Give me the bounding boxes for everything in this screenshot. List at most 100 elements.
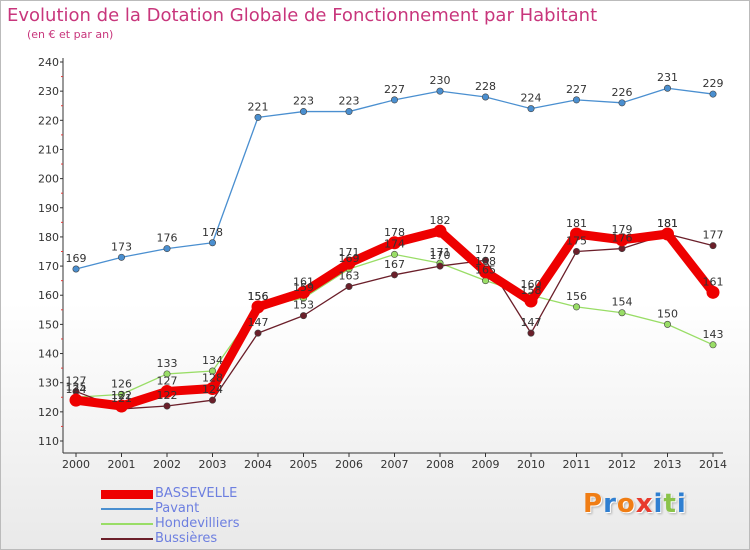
data-point-hondevilliers xyxy=(572,303,580,311)
x-tick-label: 2006 xyxy=(335,458,363,471)
data-label-bussieres: 124 xyxy=(202,383,223,396)
data-point-bussieres xyxy=(299,312,307,320)
y-tick-label: 240 xyxy=(38,56,59,69)
data-label-bassevelle: 124 xyxy=(66,383,87,396)
y-tick-label: 120 xyxy=(38,406,59,419)
y-tick-label: 140 xyxy=(38,348,59,361)
data-point-bassevelle xyxy=(251,300,265,314)
data-label-pavant: 223 xyxy=(293,95,314,108)
data-label-bussieres: 147 xyxy=(248,316,269,329)
data-label-hondevilliers: 174 xyxy=(384,237,405,250)
data-point-bassevelle xyxy=(388,236,401,250)
data-label-bussieres: 147 xyxy=(521,316,542,329)
data-label-hondevilliers: 154 xyxy=(612,296,633,309)
y-tick-label: 210 xyxy=(38,143,59,156)
x-tick-label: 2009 xyxy=(472,458,500,471)
logo-letter: o xyxy=(616,489,636,519)
data-point-bussieres xyxy=(481,256,489,264)
data-point-bassevelle xyxy=(570,227,583,241)
data-point-pavant xyxy=(618,99,626,107)
x-tick-label: 2008 xyxy=(426,458,454,471)
data-label-bassevelle: 161 xyxy=(293,275,314,288)
data-point-bussieres xyxy=(209,396,217,404)
data-point-pavant xyxy=(481,93,489,101)
data-point-pavant xyxy=(436,87,444,95)
data-label-pavant: 223 xyxy=(339,95,360,108)
data-point-bassevelle xyxy=(615,233,629,247)
data-point-bussieres xyxy=(618,245,626,253)
data-point-hondevilliers xyxy=(618,309,626,317)
data-point-bassevelle xyxy=(297,285,310,299)
data-label-hondevilliers: 143 xyxy=(703,328,724,341)
data-label-hondevilliers: 171 xyxy=(430,246,451,259)
data-label-bassevelle: 161 xyxy=(703,275,724,288)
logo-letter: i xyxy=(676,489,687,519)
logo-letter: t xyxy=(663,489,677,519)
data-point-pavant xyxy=(163,245,171,253)
x-tick-label: 2002 xyxy=(153,458,181,471)
data-label-hondevilliers: 126 xyxy=(111,377,132,390)
data-label-bussieres: 172 xyxy=(475,243,496,256)
legend-label: BASSEVELLE xyxy=(155,486,238,501)
data-point-hondevilliers xyxy=(118,390,126,398)
data-label-bussieres: 175 xyxy=(566,235,587,248)
data-point-pavant xyxy=(345,108,353,116)
data-label-hondevilliers: 165 xyxy=(475,264,496,277)
data-point-bassevelle xyxy=(524,294,538,308)
data-label-pavant: 169 xyxy=(66,252,87,265)
data-label-bussieres: 163 xyxy=(339,269,360,282)
x-tick-label: 2005 xyxy=(290,458,318,471)
data-point-hondevilliers xyxy=(709,341,717,349)
data-point-bussieres xyxy=(572,248,580,256)
data-label-pavant: 231 xyxy=(657,71,678,84)
data-point-bassevelle xyxy=(479,265,492,279)
data-label-hondevilliers: 125 xyxy=(66,380,87,393)
legend-swatch xyxy=(101,508,153,510)
data-label-bussieres: 122 xyxy=(157,389,178,402)
data-point-bassevelle xyxy=(706,285,720,299)
data-label-bassevelle: 182 xyxy=(430,214,451,227)
legend-label: Hondevilliers xyxy=(155,516,240,531)
data-label-hondevilliers: 169 xyxy=(339,252,360,265)
data-point-pavant xyxy=(709,90,717,98)
legend-label: Bussières xyxy=(155,531,218,546)
data-point-hondevilliers xyxy=(663,320,671,328)
x-tick-label: 2004 xyxy=(244,458,272,471)
legend-swatch xyxy=(101,490,153,499)
series-layer xyxy=(69,84,720,413)
chart-title: Evolution de la Dotation Globale de Fonc… xyxy=(7,5,598,26)
data-point-bussieres xyxy=(390,271,398,279)
data-point-pavant xyxy=(209,239,217,247)
data-label-bassevelle: 171 xyxy=(339,246,360,259)
data-point-bussieres xyxy=(345,282,353,290)
legend-swatch xyxy=(101,523,153,525)
data-point-pavant xyxy=(254,113,262,121)
data-label-hondevilliers: 133 xyxy=(157,357,178,370)
data-point-pavant xyxy=(118,253,126,261)
data-label-pavant: 230 xyxy=(430,74,451,87)
y-tick-label: 190 xyxy=(38,202,59,215)
logo-letter: i xyxy=(653,489,664,519)
data-label-bassevelle: 178 xyxy=(384,226,405,239)
data-label-bussieres: 121 xyxy=(111,392,132,405)
data-label-bussieres: 167 xyxy=(384,258,405,271)
y-tick-label: 180 xyxy=(38,231,59,244)
data-label-pavant: 224 xyxy=(521,92,542,105)
x-tick-label: 2007 xyxy=(381,458,409,471)
axes: 110 120 130 140 150 160 170 180 190 200 210 220 230 2… xyxy=(38,56,727,471)
y-tick-label: 160 xyxy=(38,289,59,302)
y-tick-label: 150 xyxy=(38,318,59,331)
data-label-bassevelle: 168 xyxy=(475,255,496,268)
data-point-bassevelle xyxy=(342,256,356,270)
data-label-pavant: 227 xyxy=(384,83,405,96)
y-tick-label: 200 xyxy=(38,173,59,186)
legend-label: Pavant xyxy=(155,501,200,516)
data-point-pavant xyxy=(527,105,535,113)
data-label-bassevelle: 158 xyxy=(521,284,542,297)
data-point-bassevelle xyxy=(115,399,128,413)
data-label-pavant: 229 xyxy=(703,77,724,90)
data-label-bussieres: 170 xyxy=(430,249,451,262)
proxiti-logo: Proxiti xyxy=(583,489,687,519)
data-point-hondevilliers xyxy=(390,250,398,258)
